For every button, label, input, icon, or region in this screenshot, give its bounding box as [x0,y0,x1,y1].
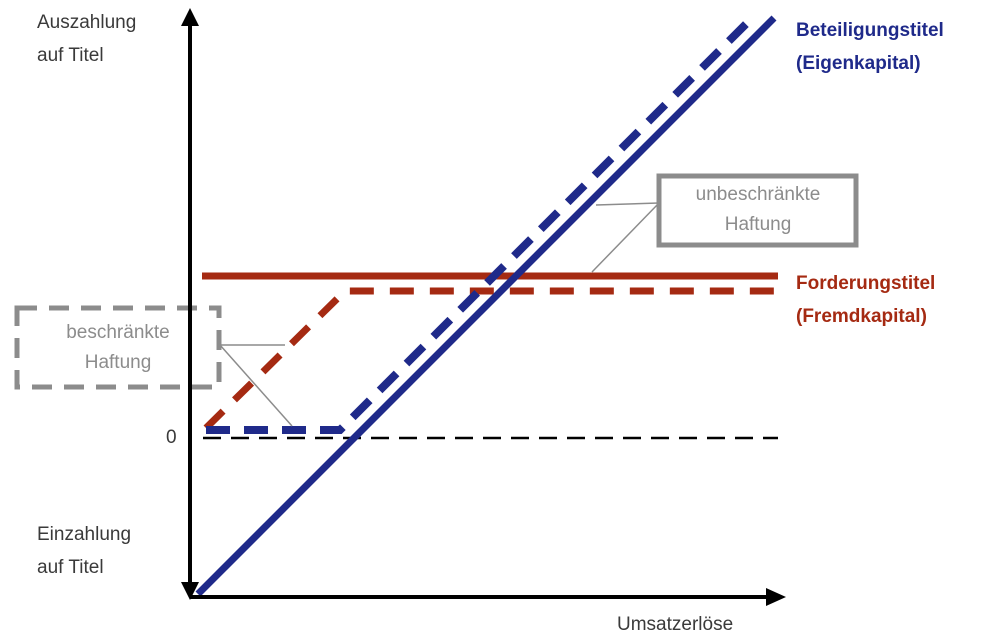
limited-liability-line1: beschränkte [66,322,170,343]
equity-label-line1: Beteiligungstitel [796,20,944,41]
x-axis-label: Umsatzerlöse [617,614,734,635]
y-axis-arrow-down [181,582,199,600]
debt-label-line2: (Fremdkapital) [796,306,927,327]
x-axis-arrow [766,588,786,606]
debt-dashed-line [203,287,778,431]
limited-liability-line2: Haftung [84,352,152,373]
unlimited-liability-line1: unbeschränkte [695,184,821,205]
equity-dashed-line [206,19,751,434]
equity-label-line2: (Eigenkapital) [796,53,921,74]
y-axis-bottom-label-line1: Einzahlung [37,524,132,545]
unlimited-pointer-upper [595,202,660,206]
equity-solid-line [195,15,777,597]
unlimited-liability-box [656,173,859,248]
debt-label-line1: Forderungstitel [796,273,936,294]
limited-liability-text: beschränkte Haftung [20,318,216,378]
unlimited-liability-line2: Haftung [724,214,792,235]
y-axis-bottom-label: Einzahlung auf Titel [37,518,131,584]
y-axis-top-label-line2: auf Titel [37,45,104,66]
unlimited-liability-text: unbeschränkte Haftung [662,180,854,240]
debt-label: Forderungstitel (Fremdkapital) [796,267,935,333]
y-axis-arrow-up [181,8,199,26]
y-axis-top-label-line1: Auszahlung [37,12,137,33]
limited-liability-box [14,305,222,390]
equity-label: Beteiligungstitel (Eigenkapital) [796,14,944,80]
zero-label: 0 [166,427,177,448]
y-axis-bottom-label-line2: auf Titel [37,557,104,578]
limited-pointer-lower [219,344,293,427]
unlimited-pointer-lower [591,202,660,273]
y-axis-top-label: Auszahlung auf Titel [37,6,136,72]
